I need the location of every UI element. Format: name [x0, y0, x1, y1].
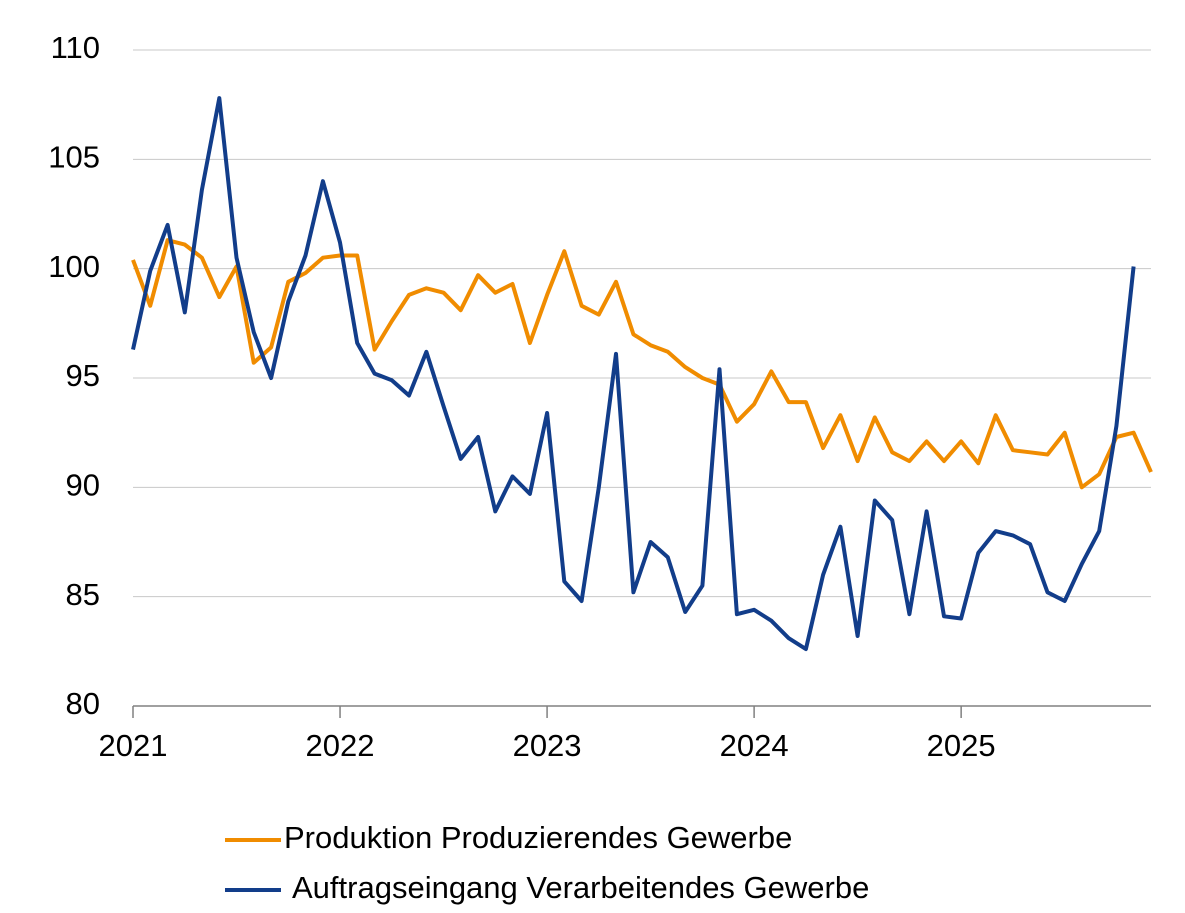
x-tick-label: 2022	[306, 728, 375, 763]
series-line	[131, 238, 1153, 490]
legend-label: Produktion Produzierendes Gewerbe	[284, 820, 792, 855]
y-tick-label: 90	[66, 468, 100, 503]
x-tick-label: 2025	[927, 728, 996, 763]
y-tick-label: 80	[66, 686, 100, 721]
x-tick-label: 2021	[99, 728, 168, 763]
series-line	[131, 96, 1136, 652]
y-tick-label: 110	[51, 30, 100, 65]
y-tick-label: 100	[48, 249, 100, 284]
x-tick-label: 2023	[513, 728, 582, 763]
y-tick-label: 105	[48, 140, 100, 175]
y-tick-label: 85	[66, 577, 100, 612]
y-tick-label: 95	[66, 358, 100, 393]
x-tick-label: 2024	[720, 728, 789, 763]
legend-label: Auftragseingang Verarbeitendes Gewerbe	[292, 870, 869, 905]
